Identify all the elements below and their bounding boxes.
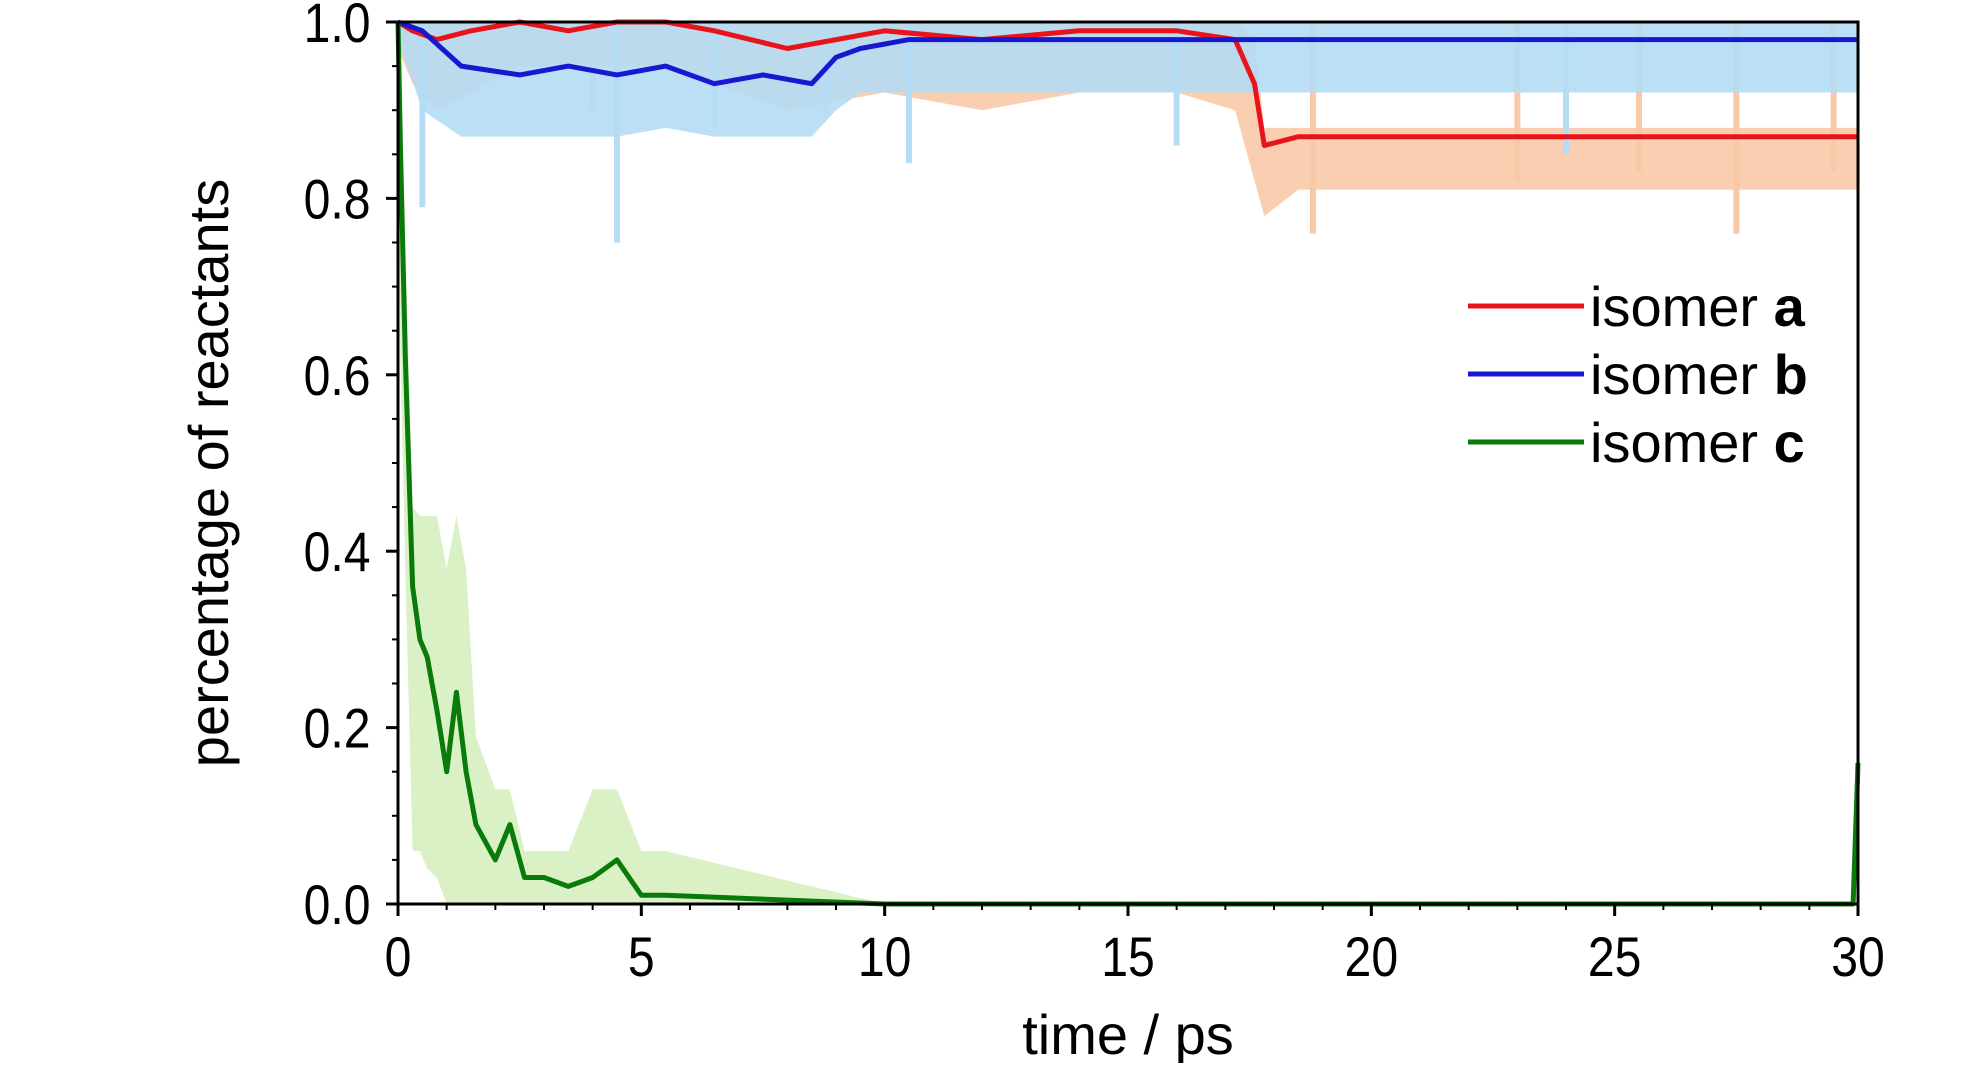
y-tick-label: 0.0	[304, 875, 371, 937]
band-series-b	[398, 22, 1858, 137]
x-tick-label: 15	[1101, 927, 1155, 989]
legend-label-b: isomer b	[1590, 343, 1808, 406]
x-tick-label: 30	[1831, 927, 1885, 989]
uncertainty-bands	[398, 22, 1858, 904]
y-tick-label: 0.2	[304, 698, 371, 760]
y-axis-ticks: 0.0 0.2 0.4 0.6 0.8 1.0	[304, 0, 398, 937]
x-tick-label: 20	[1345, 927, 1399, 989]
x-tick-label: 5	[628, 927, 655, 989]
legend-label-a: isomer a	[1590, 275, 1806, 338]
y-axis-title: percentage of reactants	[177, 179, 240, 767]
line-series-b	[397, 19, 1858, 87]
x-tick-label: 25	[1588, 927, 1642, 989]
x-axis-ticks: 0 5 10 15 20 25 30	[385, 904, 1885, 989]
x-tick-label: 10	[858, 927, 912, 989]
x-axis-title: time / ps	[1022, 1003, 1234, 1063]
y-tick-label: 0.4	[304, 522, 371, 584]
x-tick-label: 0	[385, 927, 412, 989]
legend-label-c: isomer c	[1590, 411, 1805, 474]
y-tick-label: 0.8	[304, 169, 371, 231]
y-tick-label: 0.6	[304, 345, 371, 407]
y-tick-label: 1.0	[304, 0, 371, 55]
